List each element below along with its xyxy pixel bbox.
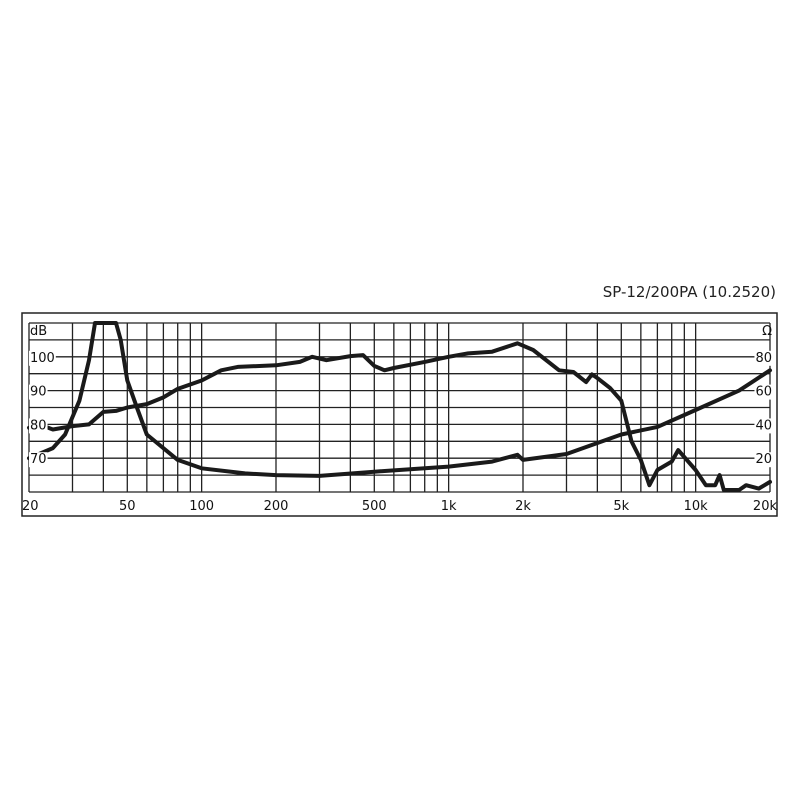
y-left-tick-label: 80 <box>30 418 47 433</box>
y-left-tick-label: 100 <box>30 351 55 366</box>
y-left-tick-label: 70 <box>30 452 47 467</box>
y-left-tick-label: 90 <box>30 385 47 400</box>
grid <box>28 322 771 493</box>
x-tick-label: 2k <box>515 499 531 514</box>
label-background <box>29 418 48 434</box>
x-tick-label: 20 <box>22 499 39 514</box>
tick-labels: 20 50 100 200 500 1k 2k 5k 10k 20k dB 100 90 80 70 Ω 80 6… <box>22 324 777 514</box>
impedance-curve-line <box>27 321 772 478</box>
y-right-unit-label: Ω <box>762 324 772 339</box>
series-group <box>27 321 772 492</box>
x-tick-label: 100 <box>189 499 214 514</box>
x-tick-label: 20k <box>753 499 778 514</box>
label-background <box>754 418 773 434</box>
y-right-tick-label: 60 <box>755 385 772 400</box>
x-tick-label: 5k <box>613 499 629 514</box>
label-background <box>29 350 56 366</box>
y-right-tick-label: 40 <box>755 418 772 433</box>
label-background <box>29 384 48 400</box>
x-tick-label: 50 <box>119 499 136 514</box>
chart-title: SP-12/200PA (10.2520) <box>602 283 776 301</box>
y-left-unit-label: dB <box>30 324 47 339</box>
label-background <box>754 350 773 366</box>
chart-frame <box>21 312 778 517</box>
x-tick-label: 10k <box>684 499 709 514</box>
y-right-tick-label: 20 <box>755 452 772 467</box>
y-right-tick-label: 80 <box>755 351 772 366</box>
x-tick-label: 200 <box>264 499 289 514</box>
label-background <box>29 452 48 468</box>
label-background <box>754 452 773 468</box>
spl-curve-line <box>27 341 772 492</box>
x-tick-label: 1k <box>441 499 457 514</box>
label-background <box>754 384 773 400</box>
x-tick-label: 500 <box>362 499 387 514</box>
